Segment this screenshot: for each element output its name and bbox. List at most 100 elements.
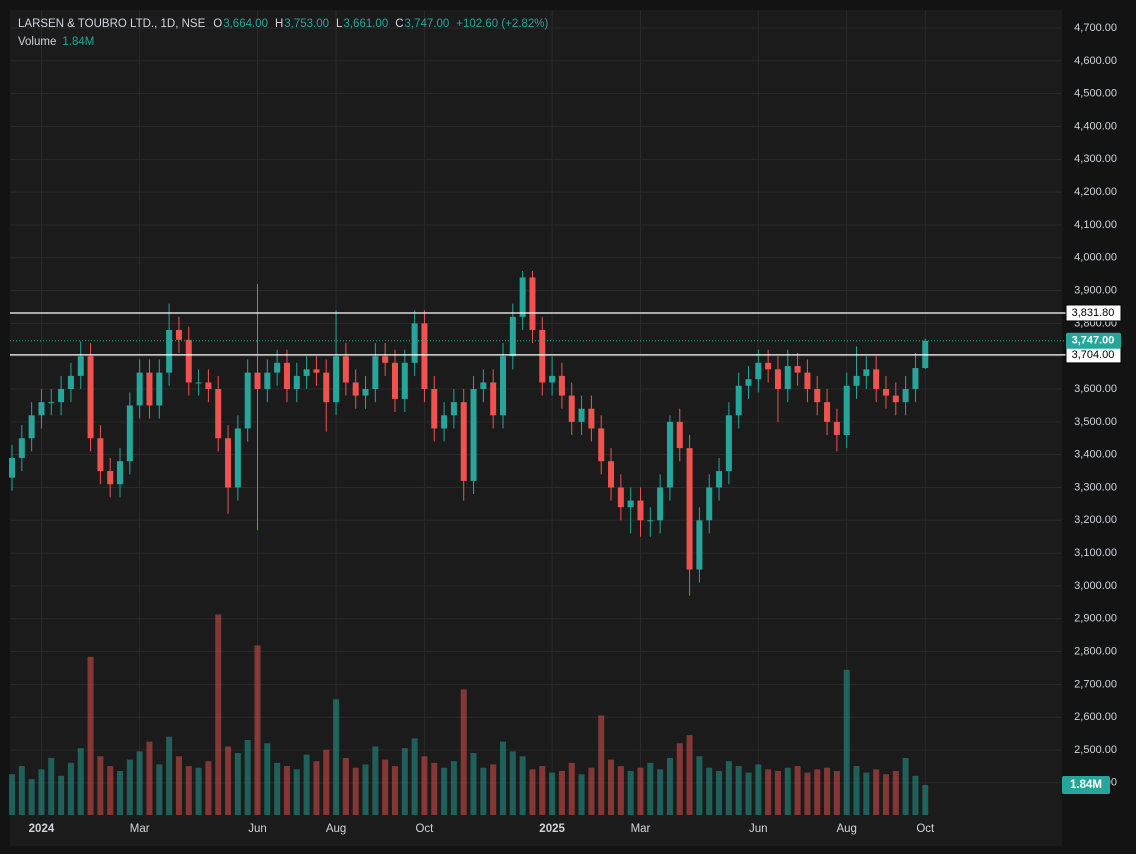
- volume-bar: [382, 759, 389, 815]
- volume-bar: [323, 749, 330, 815]
- candle-body: [696, 520, 703, 570]
- change: +102.60 (+2.82%): [456, 18, 548, 30]
- volume-bar: [647, 762, 654, 815]
- candle-body: [77, 356, 84, 376]
- volume-bar: [637, 767, 644, 815]
- volume-bar: [784, 767, 791, 815]
- x-tick-label: Aug: [836, 823, 856, 835]
- candle-body: [794, 366, 801, 373]
- y-tick-label: 2,500.00: [1074, 744, 1117, 756]
- ohlc-label: O: [213, 18, 222, 30]
- ohlc-label: C: [395, 18, 403, 30]
- volume-bar: [755, 764, 762, 815]
- candle-body: [87, 356, 94, 439]
- volume-bar: [175, 756, 182, 815]
- volume-bar: [421, 756, 428, 815]
- candle-body: [450, 402, 457, 416]
- marks: [9, 270, 929, 815]
- volume-bar: [676, 743, 683, 815]
- volume-bar: [588, 767, 595, 815]
- level-label: 3,831.80: [1072, 307, 1115, 319]
- candle-body: [558, 375, 565, 396]
- candle-body: [617, 487, 624, 508]
- volume-bar: [558, 770, 565, 815]
- volume-bar: [372, 746, 379, 815]
- candle-body: [814, 389, 821, 403]
- volume-bar: [824, 767, 831, 815]
- candle-body: [480, 382, 487, 390]
- volume-bar: [774, 770, 781, 815]
- candle-body: [843, 385, 850, 435]
- y-tick-label: 3,000.00: [1074, 580, 1117, 592]
- volume-bar: [244, 739, 251, 815]
- volume-bar: [77, 748, 84, 815]
- volume-bar: [873, 769, 880, 815]
- candle-body: [637, 500, 644, 521]
- volume-bar: [578, 774, 585, 815]
- volume-bar: [225, 746, 232, 815]
- candle-body: [18, 438, 25, 458]
- candle-body: [117, 461, 124, 485]
- candle-body: [686, 448, 693, 570]
- volume-bar: [470, 753, 477, 815]
- volume-bar: [48, 757, 55, 815]
- volume-bar: [58, 775, 65, 815]
- x-tick-label: 2024: [29, 823, 55, 835]
- volume-bar: [863, 772, 870, 815]
- candle-body: [716, 471, 723, 488]
- candle-body: [264, 372, 271, 390]
- volume-bar: [67, 762, 74, 815]
- volume-bar: [617, 766, 624, 815]
- candle-body: [293, 375, 300, 390]
- volume-bar: [686, 735, 693, 815]
- volume-bar: [716, 770, 723, 815]
- candle-body: [195, 382, 202, 384]
- candle-body: [460, 402, 467, 481]
- x-tick-label: 2025: [539, 823, 565, 835]
- candle-body: [391, 362, 398, 399]
- volume-bar: [107, 766, 114, 815]
- volume-bar: [303, 754, 310, 815]
- candle-body: [421, 323, 428, 390]
- volume-bar: [185, 766, 192, 815]
- candle-body: [745, 379, 752, 386]
- candle-body: [185, 339, 192, 383]
- candle-body: [342, 356, 349, 383]
- volume-bar: [117, 770, 124, 815]
- volume-value: 1.84M: [62, 36, 94, 48]
- volume-bar: [529, 769, 536, 815]
- candle-body: [706, 487, 713, 521]
- last-price-label: 3,747.00: [1072, 335, 1115, 347]
- y-tick-label: 3,500.00: [1074, 416, 1117, 428]
- candle-body: [539, 329, 546, 383]
- candle-body: [234, 428, 241, 488]
- volume-bar: [87, 656, 94, 815]
- volume-bar: [833, 770, 840, 815]
- candle-body: [833, 421, 840, 435]
- x-tick-label: Jun: [749, 823, 768, 835]
- level-label: 3,704.00: [1072, 349, 1115, 361]
- volume-bar: [912, 775, 919, 815]
- volume-bar: [735, 766, 742, 815]
- candle-body: [38, 402, 45, 416]
- candle-body: [676, 421, 683, 449]
- candle-body: [912, 368, 919, 390]
- volume-bar: [205, 761, 212, 815]
- volume-bar: [215, 614, 222, 815]
- volume-bar: [441, 767, 448, 815]
- candle-body: [470, 389, 477, 481]
- volume-bar: [342, 757, 349, 815]
- volume-bar: [254, 645, 261, 815]
- candle-body: [401, 362, 408, 399]
- candle-body: [274, 362, 281, 373]
- volume-bar: [28, 779, 35, 815]
- volume-bar: [568, 762, 575, 815]
- candle-body: [774, 369, 781, 390]
- volume-bar: [549, 772, 556, 815]
- candle-body: [58, 389, 65, 403]
- volume-bar: [627, 770, 634, 815]
- candle-body: [9, 457, 15, 478]
- volume-bar: [843, 669, 850, 815]
- volume-bar: [509, 751, 516, 815]
- volume-bar: [450, 761, 457, 815]
